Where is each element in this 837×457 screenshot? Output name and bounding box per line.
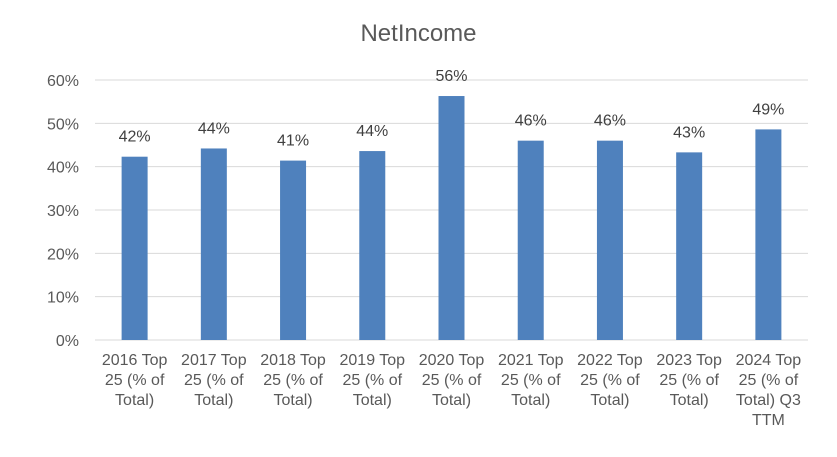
category-label-line: Total) [353,392,392,409]
category-label-line: 2019 Top [340,352,406,369]
data-label: 56% [435,68,467,85]
category-label-line: 2016 Top [102,352,168,369]
data-label: 44% [198,120,230,137]
category-label-line: 25 (% of [580,372,640,389]
y-tick-label: 40% [47,160,79,177]
category-label-line: Total) [273,392,312,409]
category-label-line: 2018 Top [260,352,326,369]
category-label: 2020 Top 25 (% of Total) [419,352,485,409]
y-tick-label: 0% [56,333,79,350]
bar [517,140,544,340]
category-label: 2019 Top 25 (% of Total) [340,352,406,409]
category-label: 2017 Top 25 (% of Total) [181,352,247,409]
category-label-line: 25 (% of [342,372,402,389]
data-label: 42% [119,129,151,146]
data-label: 43% [673,124,705,141]
data-label: 46% [515,113,547,130]
category-label-line: Total) [590,392,629,409]
category-label-line: Total) [670,392,709,409]
category-label-line: 25 (% of [501,372,561,389]
y-tick-label: 10% [47,290,79,307]
y-tick-label: 60% [47,73,79,90]
category-label-line: 25 (% of [263,372,323,389]
category-label-line: 2024 Top [736,352,802,369]
category-label-line: Total) Q3 [736,392,801,409]
category-label-line: TTM [752,412,785,429]
category-label: 2021 Top 25 (% of Total) [498,352,564,409]
data-label: 41% [277,133,309,150]
y-tick-label: 50% [47,116,79,133]
bar [359,151,386,340]
category-label-line: 2017 Top [181,352,247,369]
data-label: 46% [594,113,626,130]
y-tick-label: 20% [47,246,79,263]
category-label-line: 25 (% of [422,372,482,389]
category-label-line: 2022 Top [577,352,643,369]
data-label: 44% [356,123,388,140]
bar [280,160,307,340]
chart-title: NetIncome [360,20,477,47]
data-label: 49% [752,101,784,118]
category-label: 2016 Top 25 (% of Total) [102,352,168,409]
bar [438,96,465,341]
category-label: 2022 Top 25 (% of Total) [577,352,643,409]
bar [596,140,623,340]
category-label: 2023 Top 25 (% of Total) [656,352,722,409]
category-label-line: 2020 Top [419,352,485,369]
category-label-line: 25 (% of [184,372,244,389]
category-label-line: 25 (% of [105,372,165,389]
bar [755,129,782,340]
category-label: 2024 Top 25 (% of Total) Q3 TTM [736,352,802,429]
category-label-line: Total) [194,392,233,409]
bar [200,148,227,340]
bar [121,156,148,340]
category-label-line: Total) [115,392,154,409]
category-label-line: 2021 Top [498,352,564,369]
bar [676,152,703,340]
category-label-line: 2023 Top [656,352,722,369]
category-label-line: Total) [432,392,471,409]
y-tick-label: 30% [47,203,79,220]
category-label-line: Total) [511,392,550,409]
category-label-line: 25 (% of [659,372,719,389]
category-label-line: 25 (% of [739,372,799,389]
category-label: 2018 Top 25 (% of Total) [260,352,326,409]
